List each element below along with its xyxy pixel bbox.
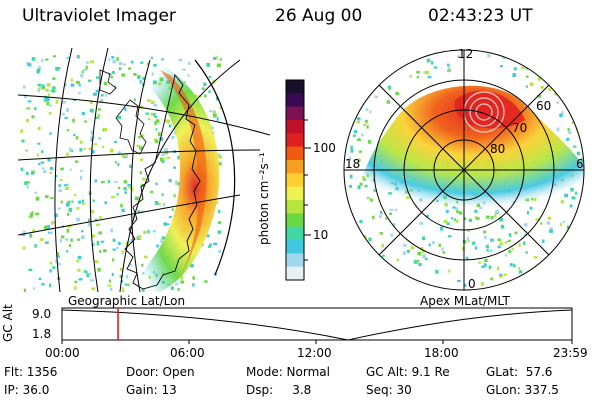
timeline-x-label-0600: 06:00 xyxy=(170,346,205,360)
colorbar-tick-100: 100 xyxy=(313,141,336,155)
colorbar-strip xyxy=(286,173,304,188)
colorbar-tick-10: 10 xyxy=(313,228,329,242)
info-gain: Gain: 13 xyxy=(126,383,177,397)
instrument-title: Ultraviolet Imager xyxy=(22,6,176,26)
timeline-y-label-bottom: 1.8 xyxy=(32,327,52,341)
timeline-plot xyxy=(61,307,573,344)
timeline-x-label-0000: 00:00 xyxy=(45,346,80,360)
geographic-panel-label: Geographic Lat/Lon xyxy=(68,294,186,308)
info-glon: GLon: 337.5 xyxy=(486,383,559,397)
info-dsp: Dsp: 3.8 xyxy=(246,383,312,397)
colorbar-unit-label: photon cm⁻²s⁻¹ xyxy=(257,152,271,245)
colorbar-strip xyxy=(286,133,304,148)
colorbar-strip xyxy=(286,200,304,214)
colorbar-strip xyxy=(286,213,304,228)
info-ip: IP: 36.0 xyxy=(4,383,50,397)
colorbar-strip xyxy=(286,146,304,161)
info-flight: Flt: 1356 xyxy=(4,365,58,379)
colorbar-strip xyxy=(286,226,304,241)
colorbar-strip xyxy=(286,80,304,94)
timeline-x-label-2359: 23:59 xyxy=(553,346,588,360)
colorbar-strip xyxy=(286,93,304,108)
timeline-x-label-1800: 18:00 xyxy=(424,346,459,360)
timeline-x-label-1200: 12:00 xyxy=(297,346,332,360)
polar-map xyxy=(343,49,585,291)
timeline-axis-label: GC Alt xyxy=(1,304,15,342)
colorbar xyxy=(285,79,311,281)
colorbar-strip xyxy=(286,160,304,174)
geographic-map xyxy=(18,48,270,292)
colorbar-strip xyxy=(286,253,304,268)
apex-panel-label: Apex MLat/MLT xyxy=(420,294,510,308)
colorbar-strip xyxy=(286,240,304,254)
lat-label-70: 70 xyxy=(512,121,528,135)
mlt-label-18: 18 xyxy=(345,157,361,171)
info-gc-alt: GC Alt: 9.1 Re xyxy=(366,365,450,379)
timeline-y-label-top: 9.0 xyxy=(32,307,52,321)
mlt-label-12: 12 xyxy=(458,47,474,61)
lat-label-80: 80 xyxy=(490,142,506,156)
mlt-label-0: 0 xyxy=(468,277,476,291)
colorbar-strip xyxy=(286,106,304,121)
lat-label-60: 60 xyxy=(536,99,552,113)
date-label: 26 Aug 00 xyxy=(275,6,363,26)
colorbar-strip xyxy=(286,120,304,134)
colorbar-strip xyxy=(286,186,304,201)
info-glat: GLat: 57.6 xyxy=(486,365,553,379)
mlt-label-6: 6 xyxy=(576,157,584,171)
info-door: Door: Open xyxy=(126,365,195,379)
colorbar-strip xyxy=(286,266,304,281)
info-seq: Seq: 30 xyxy=(366,383,412,397)
info-mode: Mode: Normal xyxy=(246,365,330,379)
time-label: 02:43:23 UT xyxy=(428,6,533,26)
